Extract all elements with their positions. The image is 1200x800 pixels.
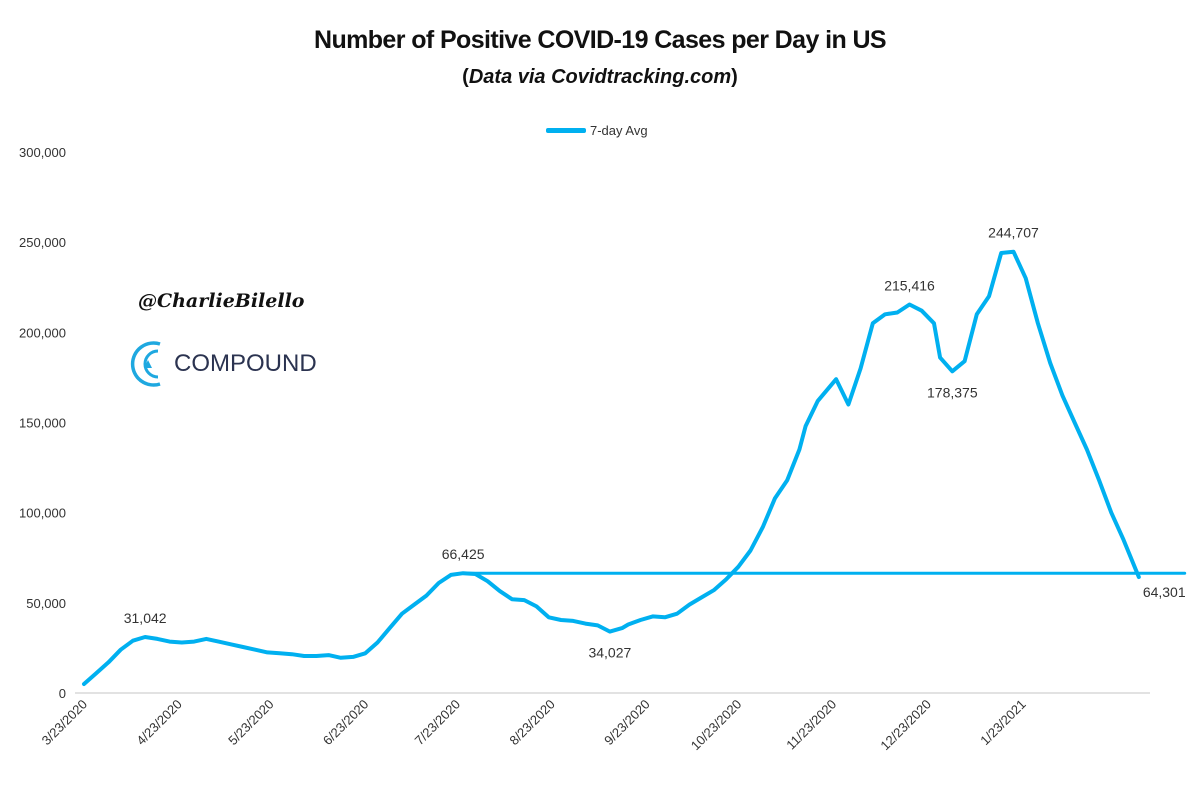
legend-label-7day-avg: 7-day Avg	[590, 123, 648, 138]
y-tick-label: 100,000	[19, 506, 66, 521]
data-label: 244,707	[988, 225, 1039, 241]
data-label: 66,425	[442, 546, 485, 562]
data-label: 215,416	[884, 278, 935, 294]
y-tick-label: 150,000	[19, 416, 66, 431]
data-label: 31,042	[124, 610, 167, 626]
x-tick-label: 9/23/2020	[601, 697, 653, 749]
brand-logo: COMPOUND	[130, 338, 317, 390]
legend: 7-day Avg	[546, 123, 648, 138]
y-tick-label: 50,000	[26, 596, 66, 611]
compound-logo-icon	[130, 341, 161, 387]
data-label: 64,301	[1143, 584, 1186, 600]
y-tick-label: 300,000	[19, 145, 66, 160]
x-tick-label: 1/23/2021	[977, 697, 1029, 749]
series-group	[82, 249, 1187, 686]
series-line-7day-avg	[82, 249, 1141, 686]
x-tick-label: 11/23/2020	[783, 697, 839, 753]
chart-title: Number of Positive COVID-19 Cases per Da…	[314, 26, 887, 54]
x-tick-label: 4/23/2020	[133, 697, 185, 749]
x-tick-label: 7/23/2020	[412, 697, 464, 749]
legend-swatch-7day-avg	[546, 128, 586, 133]
x-tick-label: 5/23/2020	[225, 697, 277, 749]
watermark-handle: @CharlieBilello	[138, 290, 305, 312]
data-label: 178,375	[927, 384, 978, 400]
x-tick-label: 3/23/2020	[39, 697, 91, 749]
x-tick-label: 10/23/2020	[688, 697, 745, 754]
subtitle-source: Data via Covidtracking.com	[468, 66, 732, 88]
y-axis: 0 50,000 100,000 150,000 200,000 250,000 300,0…	[19, 145, 66, 701]
x-tick-label: 12/23/2020	[877, 697, 934, 754]
data-label: 34,027	[588, 645, 631, 661]
y-tick-label: 200,000	[19, 325, 66, 340]
x-axis: 3/23/2020 4/23/2020 5/23/2020 6/23/2020 7/23…	[39, 692, 1150, 754]
y-tick-label: 250,000	[19, 235, 66, 250]
chart-subtitle: (Data via Covidtracking.com)	[0, 66, 1200, 89]
subtitle-suffix: )	[731, 66, 738, 88]
y-tick-label: 0	[59, 686, 66, 701]
x-tick-label: 8/23/2020	[506, 697, 558, 749]
x-tick-label: 6/23/2020	[320, 697, 372, 749]
data-labels: 31,042 66,425 34,027 215,416 178,375 244,707 6…	[124, 225, 1186, 661]
brand-name: COMPOUND	[174, 350, 317, 377]
subtitle-prefix: (	[462, 66, 469, 88]
